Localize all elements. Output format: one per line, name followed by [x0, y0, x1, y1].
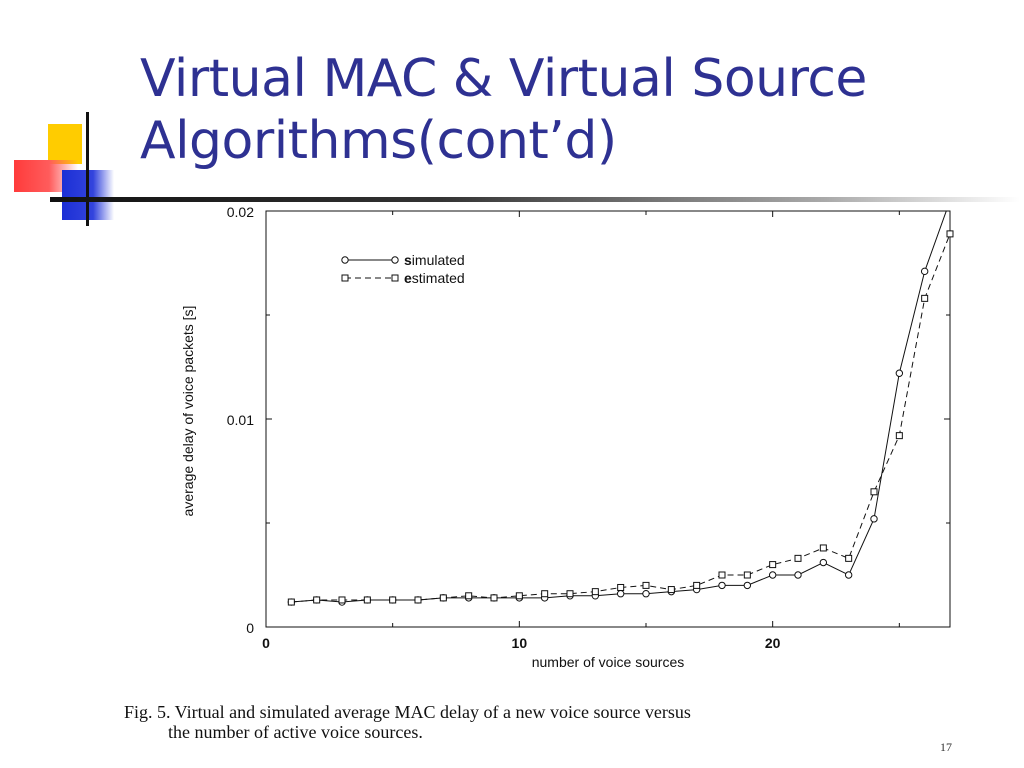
- point-estimated: [895, 432, 903, 440]
- y-tick-label: 0.01: [227, 412, 254, 428]
- point-estimated: [338, 596, 346, 604]
- point-estimated: [819, 544, 827, 552]
- series-line-simulated: [291, 211, 947, 603]
- point-estimated: [718, 571, 726, 579]
- point-simulated: [718, 581, 726, 590]
- point-simulated: [870, 515, 878, 523]
- plot-frame: [265, 210, 951, 628]
- y-axis-label: average delay of voice packets [s]: [180, 306, 196, 517]
- point-estimated: [870, 488, 878, 496]
- point-estimated: [617, 583, 625, 591]
- y-tick-label: 0.02: [227, 204, 254, 220]
- point-simulated: [844, 571, 853, 579]
- title-underline: [50, 197, 1020, 202]
- figure-caption: Fig. 5. Virtual and simulated average MA…: [124, 702, 1004, 742]
- point-estimated: [414, 596, 422, 604]
- point-estimated: [541, 590, 549, 598]
- point-simulated: [768, 571, 777, 579]
- point-estimated: [439, 594, 447, 602]
- point-estimated: [287, 598, 295, 606]
- x-tick-label: 20: [765, 635, 781, 651]
- legend-label-simulated: simulated: [404, 252, 465, 268]
- point-estimated: [591, 588, 599, 596]
- point-estimated: [769, 561, 777, 569]
- point-simulated: [642, 590, 650, 598]
- y-tick-label: 0: [246, 620, 254, 636]
- point-simulated: [743, 581, 752, 590]
- x-tick-label: 10: [512, 635, 528, 651]
- point-estimated: [490, 594, 498, 602]
- decor-yellow-square: [48, 124, 82, 164]
- point-estimated: [465, 592, 473, 600]
- point-estimated: [845, 554, 853, 562]
- point-estimated: [389, 596, 397, 604]
- series-line-estimated: [291, 233, 950, 603]
- x-tick-label: 0: [262, 635, 270, 651]
- caption-line-1: Fig. 5. Virtual and simulated average MA…: [124, 702, 691, 722]
- x-axis-label: number of voice sources: [532, 654, 685, 670]
- point-estimated: [667, 586, 675, 594]
- legend-marker-estimated: [391, 274, 399, 282]
- point-estimated: [566, 590, 574, 598]
- decor-vertical-line: [86, 112, 89, 226]
- point-simulated: [819, 558, 828, 567]
- point-estimated: [642, 581, 650, 589]
- slide-title: Virtual MAC & Virtual Source Algorithms(…: [140, 49, 867, 171]
- legend-marker-simulated: [341, 256, 349, 264]
- caption-line-2: the number of active voice sources.: [168, 722, 423, 742]
- legend-marker-simulated: [391, 256, 399, 264]
- legend-marker-estimated: [341, 274, 349, 282]
- slide-number: 17: [940, 740, 952, 754]
- point-simulated: [794, 571, 802, 579]
- point-estimated: [743, 571, 751, 579]
- point-estimated: [693, 581, 701, 589]
- legend-label-estimated: estimated: [404, 270, 465, 286]
- point-estimated: [515, 592, 523, 600]
- point-estimated: [921, 294, 929, 302]
- point-simulated: [920, 267, 929, 276]
- point-estimated: [946, 230, 954, 238]
- point-estimated: [794, 554, 802, 562]
- point-simulated: [895, 369, 904, 377]
- point-simulated: [616, 590, 625, 598]
- point-estimated: [363, 596, 371, 604]
- point-estimated: [313, 596, 321, 604]
